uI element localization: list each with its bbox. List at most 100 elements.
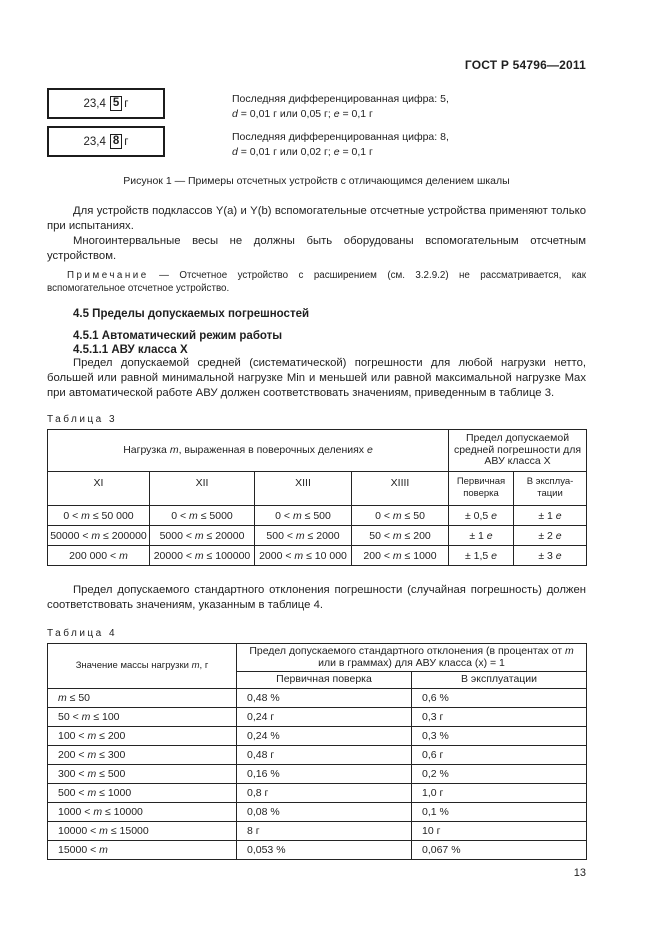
column-header-mass: Значение массы нагрузки m, г — [47, 643, 237, 689]
table-cell: 0,6 % — [410, 688, 588, 708]
table-row: 10000 < m ≤ 15000 8 г 10 г — [47, 821, 588, 841]
table-cell: 0,6 г — [410, 745, 588, 765]
table-cell: 8 г — [236, 821, 412, 841]
doc-code: ГОСТ Р 54796—2011 — [464, 58, 586, 72]
column-header-in-service: В эксплуа-тации — [512, 471, 588, 506]
note-dash: — — [148, 270, 180, 281]
table-cell: 500 < m ≤ 2000 — [254, 525, 352, 546]
table-row: 50000 < m ≤ 200000 5000 < m ≤ 20000 500 < … — [47, 525, 588, 546]
table-cell: ± 1 e — [512, 505, 588, 526]
section-heading-4-5: 4.5 Пределы допускаемых погрешностей — [73, 308, 310, 320]
table-cell: 0 < m ≤ 500 — [254, 505, 352, 526]
paragraph: Предел допускаемой средней (систематичес… — [47, 357, 586, 399]
table-cell: 100 < m ≤ 200 — [47, 726, 237, 746]
description-line: Последняя дифференцированная цифра: 5, — [232, 93, 449, 105]
paragraph: Многоинтервальные весы не должны быть об… — [47, 235, 586, 262]
table-cell: 200 < m ≤ 1000 — [351, 545, 449, 566]
table-cell: 10 г — [410, 821, 588, 841]
boxed-digit: 8 — [109, 134, 123, 149]
description-line: d = 0,01 г или 0,05 г; e = 0,1 г — [232, 107, 373, 120]
table-cell: 0,3 % — [410, 726, 588, 746]
table-cell: 0,24 г — [236, 707, 412, 727]
section-heading-4-5-1-1: 4.5.1.1 АВУ класса X — [73, 344, 188, 356]
table-cell: 5000 < m ≤ 20000 — [149, 525, 255, 546]
table-row: 15000 < m 0,053 % 0,067 % — [47, 840, 588, 860]
figure-row: 23,4 5 г Последняя дифференцированная ци… — [47, 88, 586, 121]
table-cell: ± 2 e — [512, 525, 588, 546]
table-3-caption: Таблица 3 — [47, 414, 118, 425]
note: Примечание — Отсчетное устройство с расш… — [47, 269, 586, 295]
table-3: Нагрузка m, выраженная в поверочных деле… — [47, 429, 588, 566]
indicator-display-2: 23,4 8 г — [47, 126, 165, 157]
table-cell: 0,16 % — [236, 764, 412, 784]
column-header-limit: Предел допускаемого стандартного отклоне… — [235, 643, 588, 672]
table-row: 0 < m ≤ 50 000 0 < m ≤ 5000 0 < m ≤ 500 0 <… — [47, 505, 588, 526]
paragraph: Предел допускаемого стандартного отклоне… — [47, 584, 586, 611]
display-reading: 23,4 — [83, 97, 106, 110]
table-cell: 50000 < m ≤ 200000 — [47, 525, 150, 546]
table-cell: m ≤ 50 — [47, 688, 237, 708]
table-cell: ± 1 e — [448, 525, 514, 546]
table-row: 200 < m ≤ 300 0,48 г 0,6 г — [47, 745, 588, 765]
table-cell: 0,48 % — [236, 688, 412, 708]
description-line: Последняя дифференцированная цифра: 8, — [232, 131, 449, 143]
column-header-verification: Первичная поверка — [448, 471, 514, 506]
column-header-load: Нагрузка m, выраженная в поверочных деле… — [47, 429, 449, 472]
table-row: 500 < m ≤ 1000 0,8 г 1,0 г — [47, 783, 588, 803]
table-cell: 0,24 % — [236, 726, 412, 746]
figure-description-1: Последняя дифференцированная цифра: 5, d… — [232, 88, 449, 121]
table-cell: 0,48 г — [236, 745, 412, 765]
table-cell: 0,053 % — [236, 840, 412, 860]
table-cell: 10000 < m ≤ 15000 — [47, 821, 237, 841]
table-header-row: XI XII XIII XIIII Первичная поверка В эк… — [47, 471, 588, 506]
note-label: Примечание — [67, 270, 149, 281]
column-header-class-xi: XI — [47, 471, 150, 506]
table-cell: 200 000 < m — [47, 545, 150, 566]
table-header-row: Нагрузка m, выраженная в поверочных деле… — [47, 429, 588, 472]
table-cell: ± 1,5 e — [448, 545, 514, 566]
table-4: Значение массы нагрузки m, г Предел допу… — [47, 643, 588, 860]
table-4-caption: Таблица 4 — [47, 628, 118, 639]
table-cell: 0,1 % — [410, 802, 588, 822]
table-header-row: Значение массы нагрузки m, г Предел допу… — [47, 643, 588, 689]
table-cell: 300 < m ≤ 500 — [47, 764, 237, 784]
table-cell: 0,067 % — [410, 840, 588, 860]
table-row: 50 < m ≤ 100 0,24 г 0,3 г — [47, 707, 588, 727]
table-row: 300 < m ≤ 500 0,16 % 0,2 % — [47, 764, 588, 784]
description-line: d = 0,01 г или 0,02 г; e = 0,1 г — [232, 145, 373, 158]
table-cell: 15000 < m — [47, 840, 237, 860]
table-cell: 2000 < m ≤ 10 000 — [254, 545, 352, 566]
table-cell: 1,0 г — [410, 783, 588, 803]
indicator-display-1: 23,4 5 г — [47, 88, 165, 119]
table-header-row: Первичная поверка В эксплуатации — [48, 671, 588, 689]
figure-row: 23,4 8 г Последняя дифференцированная ци… — [47, 126, 586, 159]
table-cell: 50 < m ≤ 200 — [351, 525, 449, 546]
table-cell: 50 < m ≤ 100 — [47, 707, 237, 727]
table-cell: 0,8 г — [236, 783, 412, 803]
column-header-limit: Предел допускаемой средней погрешности д… — [447, 429, 588, 472]
boxed-digit: 5 — [109, 96, 123, 111]
column-header-in-service: В эксплуатации — [410, 671, 588, 689]
table-cell: 200 < m ≤ 300 — [47, 745, 237, 765]
figure-caption: Рисунок 1 — Примеры отсчетных устройств … — [123, 175, 510, 187]
table-row: 1000 < m ≤ 10000 0,08 % 0,1 % — [47, 802, 588, 822]
table-cell: 0 < m ≤ 50 000 — [47, 505, 150, 526]
column-header-class-xii: XII — [149, 471, 255, 506]
paragraph: Для устройств подклассов Y(a) и Y(b) всп… — [47, 205, 586, 232]
display-reading: 23,4 — [83, 135, 106, 148]
display-unit: г — [124, 97, 129, 110]
section-heading-4-5-1: 4.5.1 Автоматический режим работы — [73, 330, 283, 342]
table-cell: ± 3 e — [512, 545, 588, 566]
table-row: 200 000 < m 20000 < m ≤ 100000 2000 < m ≤ … — [47, 545, 588, 566]
column-header-class-xiiii: XIIII — [351, 471, 449, 506]
table-cell: 0 < m ≤ 5000 — [149, 505, 255, 526]
column-header-class-xiii: XIII — [254, 471, 352, 506]
table-cell: ± 0,5 e — [448, 505, 514, 526]
note-text: Отсчетное устройство с расширением (см. … — [47, 270, 586, 294]
table-cell: 0,3 г — [410, 707, 588, 727]
figure-description-2: Последняя дифференцированная цифра: 8, d… — [232, 126, 449, 159]
table-row: 100 < m ≤ 200 0,24 % 0,3 % — [47, 726, 588, 746]
table-cell: 0,08 % — [236, 802, 412, 822]
table-row: m ≤ 50 0,48 % 0,6 % — [47, 688, 588, 708]
